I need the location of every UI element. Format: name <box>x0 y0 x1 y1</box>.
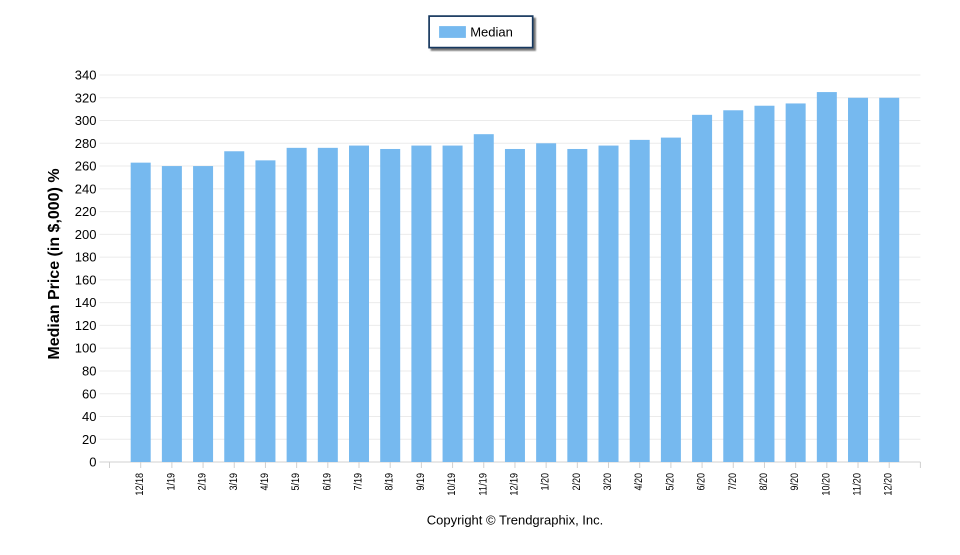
svg-text:260: 260 <box>75 159 97 174</box>
svg-text:340: 340 <box>75 68 97 83</box>
svg-text:1/19: 1/19 <box>165 473 177 491</box>
svg-text:2/19: 2/19 <box>197 473 209 491</box>
svg-text:11/20: 11/20 <box>852 473 864 496</box>
svg-text:2/20: 2/20 <box>571 473 583 491</box>
svg-text:240: 240 <box>75 181 97 196</box>
svg-text:220: 220 <box>75 204 97 219</box>
svg-text:9/19: 9/19 <box>415 473 427 491</box>
svg-text:1/20: 1/20 <box>540 473 552 491</box>
svg-text:140: 140 <box>75 295 97 310</box>
svg-text:120: 120 <box>75 318 97 333</box>
svg-text:8/20: 8/20 <box>758 473 770 491</box>
svg-text:7/19: 7/19 <box>353 473 365 491</box>
svg-text:Copyright © Trendgraphix, Inc.: Copyright © Trendgraphix, Inc. <box>427 512 604 527</box>
svg-text:40: 40 <box>82 409 96 424</box>
svg-text:200: 200 <box>75 227 97 242</box>
svg-text:160: 160 <box>75 272 97 287</box>
svg-text:320: 320 <box>75 90 97 105</box>
svg-text:80: 80 <box>82 363 96 378</box>
svg-text:3/19: 3/19 <box>228 473 240 491</box>
svg-text:6/20: 6/20 <box>696 473 708 491</box>
svg-text:0: 0 <box>89 455 96 470</box>
svg-text:20: 20 <box>82 432 96 447</box>
svg-text:4/20: 4/20 <box>633 473 645 491</box>
svg-text:12/18: 12/18 <box>134 473 146 496</box>
svg-text:60: 60 <box>82 386 96 401</box>
svg-text:180: 180 <box>75 250 97 265</box>
svg-text:5/20: 5/20 <box>664 473 676 491</box>
svg-text:12/20: 12/20 <box>883 473 895 496</box>
svg-text:12/19: 12/19 <box>508 473 520 496</box>
svg-text:3/20: 3/20 <box>602 473 614 491</box>
svg-text:9/20: 9/20 <box>789 473 801 491</box>
svg-text:7/20: 7/20 <box>727 473 739 491</box>
svg-text:4/19: 4/19 <box>259 473 271 491</box>
svg-text:Median: Median <box>470 24 513 39</box>
svg-text:10/19: 10/19 <box>446 473 458 496</box>
svg-text:Median Price (in $,000) %: Median Price (in $,000) % <box>46 168 63 359</box>
svg-text:300: 300 <box>75 113 97 128</box>
svg-text:8/19: 8/19 <box>384 473 396 491</box>
svg-text:280: 280 <box>75 136 97 151</box>
svg-text:5/19: 5/19 <box>290 473 302 491</box>
svg-text:100: 100 <box>75 341 97 356</box>
svg-text:6/19: 6/19 <box>321 473 333 491</box>
svg-text:11/19: 11/19 <box>477 473 489 496</box>
svg-text:10/20: 10/20 <box>820 473 832 496</box>
